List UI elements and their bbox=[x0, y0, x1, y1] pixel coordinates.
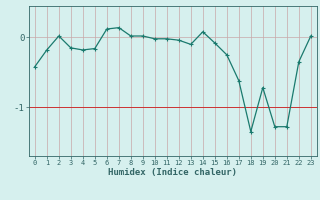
X-axis label: Humidex (Indice chaleur): Humidex (Indice chaleur) bbox=[108, 168, 237, 177]
